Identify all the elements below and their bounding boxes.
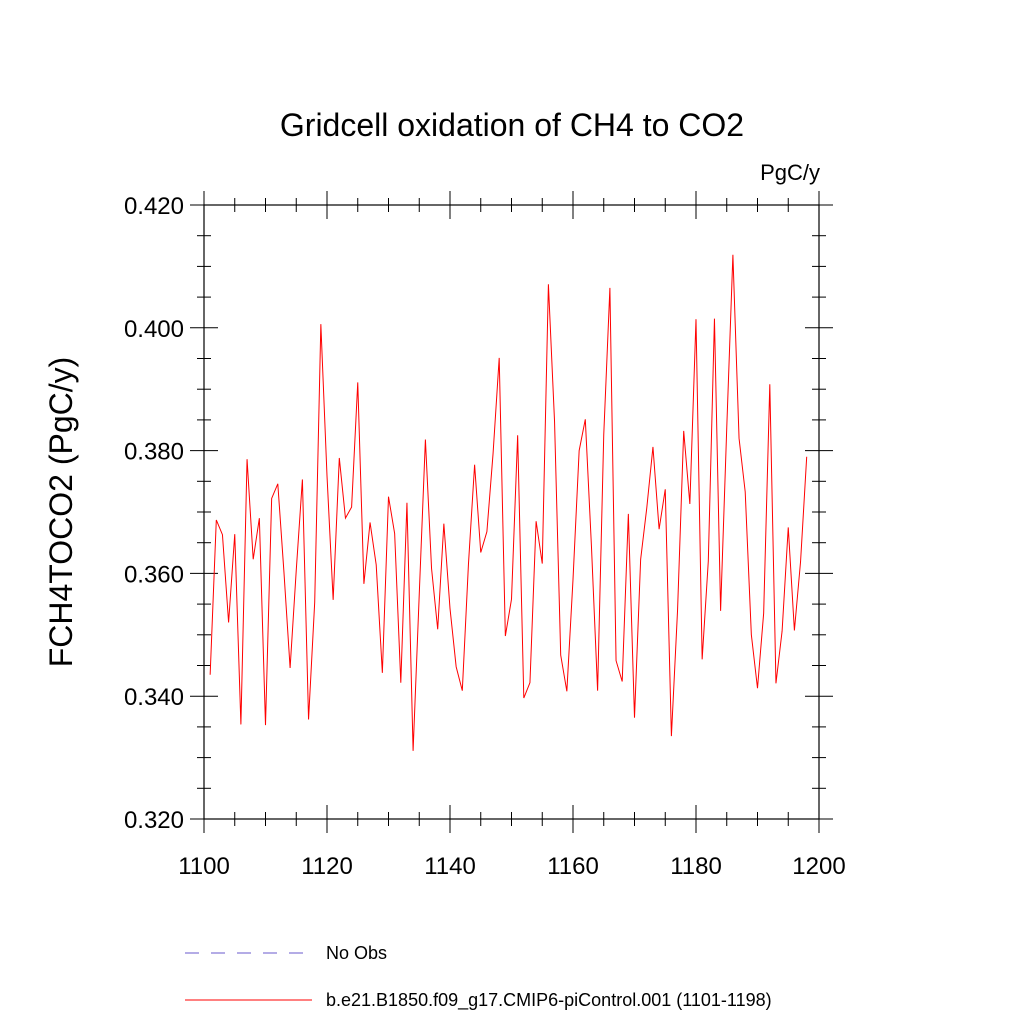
y-tick-label: 0.340: [124, 684, 184, 711]
x-tick-label: 1120: [301, 853, 353, 880]
y-axis-label: FCH4TOCO2 (PgC/y): [43, 357, 79, 668]
y-tick-label: 0.360: [124, 561, 184, 588]
x-tick-label: 1160: [547, 853, 599, 880]
legend-label-control: b.e21.B1850.f09_g17.CMIP6-piControl.001 …: [326, 990, 772, 1011]
series-line: [209, 254, 808, 751]
series-layer: [209, 254, 808, 751]
x-tick-label: 1140: [424, 853, 476, 880]
x-tick-label: 1200: [792, 853, 845, 880]
legend-label-no-obs: No Obs: [326, 943, 387, 963]
axis-ticks: [190, 191, 833, 833]
tick-labels: 0.320 0.340 0.360 0.380 0.400 0.420 1100 1120 11…: [124, 193, 846, 880]
x-tick-label: 1180: [670, 853, 722, 880]
y-tick-label: 0.380: [124, 439, 184, 466]
x-tick-label: 1100: [178, 853, 230, 880]
y-tick-label: 0.420: [124, 193, 184, 220]
y-tick-label: 0.400: [124, 316, 184, 343]
chart-title: Gridcell oxidation of CH4 to CO2: [280, 107, 744, 143]
y-tick-label: 0.320: [124, 807, 184, 834]
units-label: PgC/y: [760, 160, 820, 185]
plot-frame: [203, 204, 820, 820]
legend: No Obs b.e21.B1850.f09_g17.CMIP6-piContr…: [185, 943, 772, 1011]
